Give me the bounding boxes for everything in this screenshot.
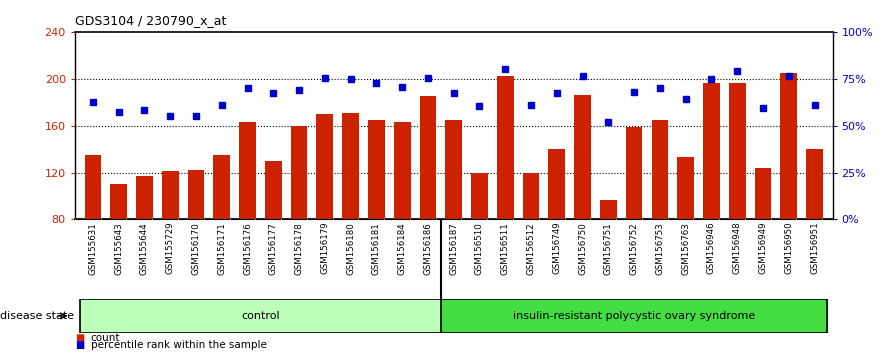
Text: GSM156176: GSM156176 xyxy=(243,222,252,275)
Bar xyxy=(136,176,152,219)
Text: insulin-resistant polycystic ovary syndrome: insulin-resistant polycystic ovary syndr… xyxy=(513,311,755,321)
Bar xyxy=(445,120,463,219)
Bar xyxy=(806,149,823,219)
Text: GSM156512: GSM156512 xyxy=(527,222,536,275)
Text: GSM155729: GSM155729 xyxy=(166,222,174,274)
Bar xyxy=(239,122,255,219)
Bar xyxy=(213,155,230,219)
Bar xyxy=(265,161,282,219)
Text: GSM156949: GSM156949 xyxy=(759,222,767,274)
Text: GSM156179: GSM156179 xyxy=(321,222,329,274)
Bar xyxy=(316,114,333,219)
Bar xyxy=(80,299,440,333)
Text: GSM156751: GSM156751 xyxy=(603,222,613,275)
Text: GSM156752: GSM156752 xyxy=(630,222,639,275)
Bar xyxy=(440,299,827,333)
Text: GSM156184: GSM156184 xyxy=(397,222,407,275)
Text: GSM156950: GSM156950 xyxy=(784,222,793,274)
Bar xyxy=(703,84,720,219)
Text: ■: ■ xyxy=(75,341,84,350)
Text: disease state: disease state xyxy=(0,311,74,321)
Text: GSM156511: GSM156511 xyxy=(500,222,510,275)
Bar xyxy=(755,168,772,219)
Bar xyxy=(368,120,385,219)
Bar xyxy=(419,96,436,219)
Text: GSM156946: GSM156946 xyxy=(707,222,716,274)
Bar xyxy=(626,127,642,219)
Text: GSM156749: GSM156749 xyxy=(552,222,561,274)
Bar xyxy=(110,184,127,219)
Bar xyxy=(600,200,617,219)
Bar xyxy=(188,170,204,219)
Text: GSM156510: GSM156510 xyxy=(475,222,484,275)
Bar xyxy=(342,113,359,219)
Text: GSM156750: GSM156750 xyxy=(578,222,587,275)
Bar xyxy=(471,172,488,219)
Bar xyxy=(729,84,745,219)
Text: GSM156186: GSM156186 xyxy=(424,222,433,275)
Text: GSM156171: GSM156171 xyxy=(218,222,226,275)
Text: GSM156948: GSM156948 xyxy=(733,222,742,274)
Text: GSM156753: GSM156753 xyxy=(655,222,664,275)
Text: GDS3104 / 230790_x_at: GDS3104 / 230790_x_at xyxy=(75,14,226,27)
Text: count: count xyxy=(91,333,120,343)
Text: GSM156187: GSM156187 xyxy=(449,222,458,275)
Bar xyxy=(548,149,566,219)
Bar xyxy=(677,157,694,219)
Text: GSM156178: GSM156178 xyxy=(294,222,304,275)
Text: GSM155644: GSM155644 xyxy=(140,222,149,275)
Text: GSM156763: GSM156763 xyxy=(681,222,690,275)
Bar xyxy=(652,120,669,219)
Bar xyxy=(394,122,411,219)
Text: GSM155643: GSM155643 xyxy=(115,222,123,275)
Text: GSM156180: GSM156180 xyxy=(346,222,355,275)
Text: ■: ■ xyxy=(75,333,84,343)
Text: GSM156181: GSM156181 xyxy=(372,222,381,275)
Bar xyxy=(162,171,179,219)
Text: GSM156951: GSM156951 xyxy=(810,222,819,274)
Text: control: control xyxy=(241,311,280,321)
Text: GSM155631: GSM155631 xyxy=(88,222,98,275)
Bar xyxy=(574,95,591,219)
Bar xyxy=(522,172,539,219)
Bar xyxy=(85,155,101,219)
Text: percentile rank within the sample: percentile rank within the sample xyxy=(91,341,267,350)
Text: GSM156177: GSM156177 xyxy=(269,222,278,275)
Bar xyxy=(291,126,307,219)
Bar xyxy=(781,73,797,219)
Bar xyxy=(497,76,514,219)
Text: GSM156170: GSM156170 xyxy=(191,222,201,275)
